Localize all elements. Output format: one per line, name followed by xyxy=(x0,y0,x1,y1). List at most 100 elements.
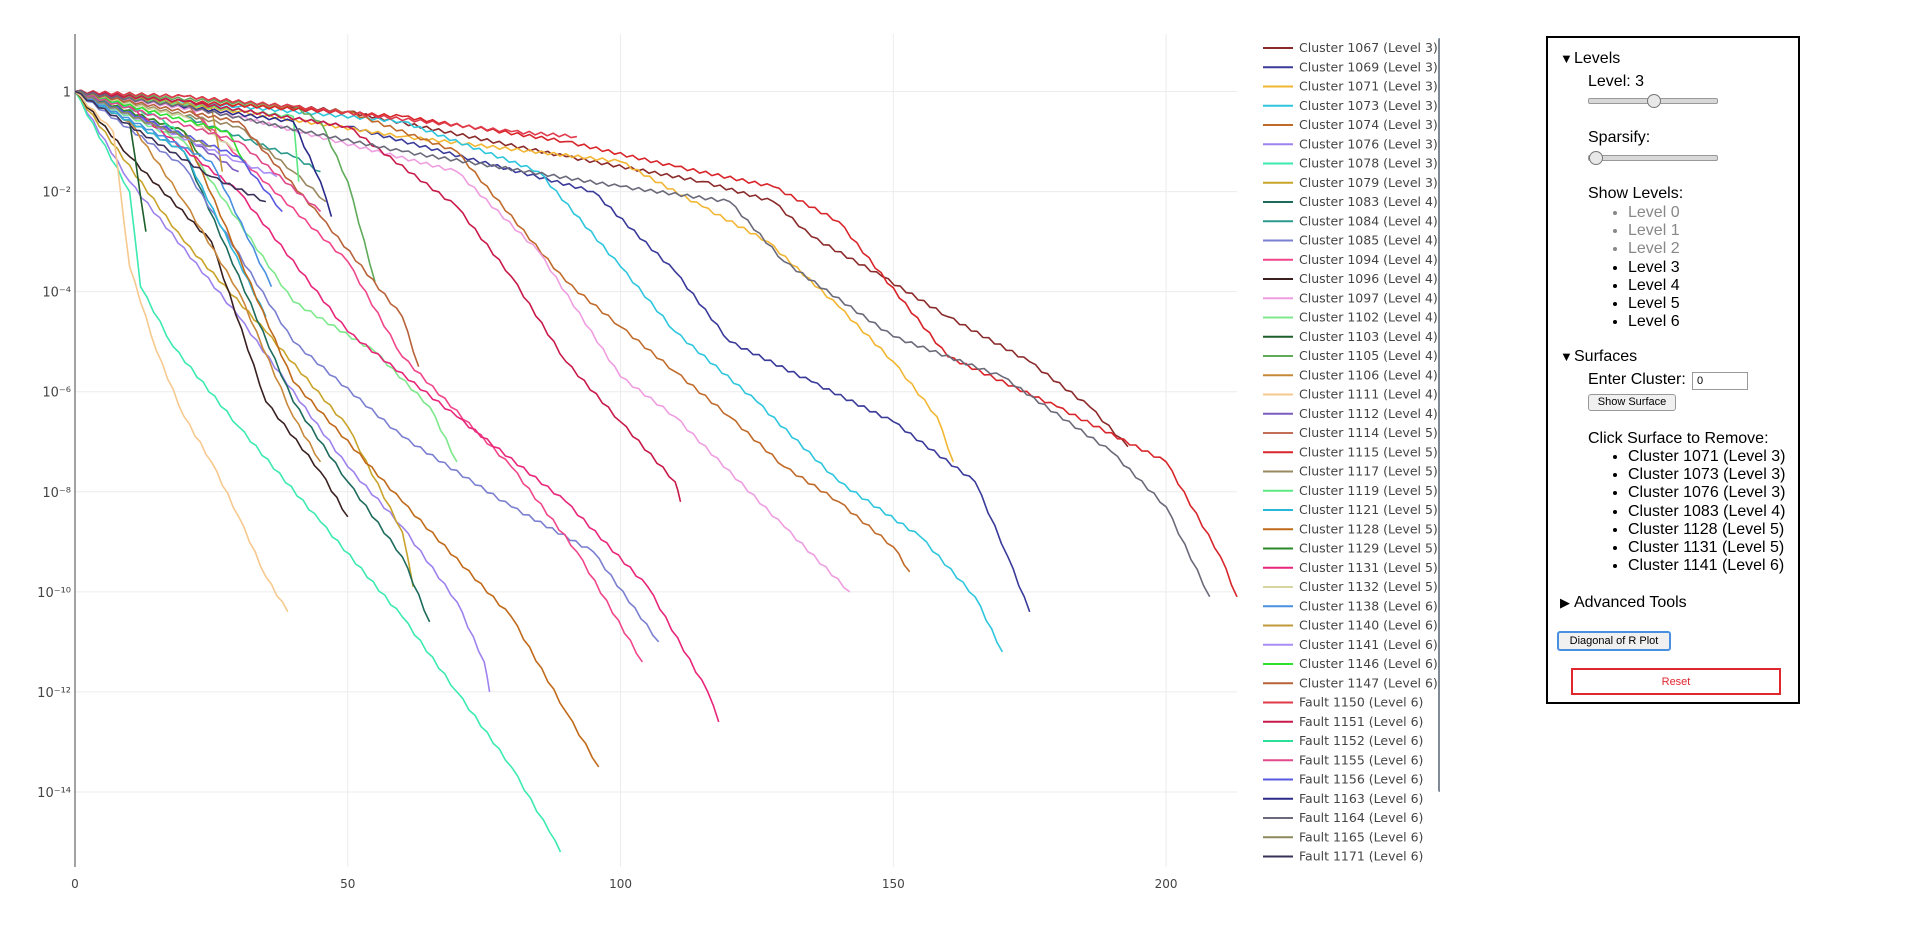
series-line[interactable] xyxy=(74,90,322,213)
sparsify-slider-handle[interactable] xyxy=(1589,151,1603,165)
show-level-item[interactable]: Level 2 xyxy=(1628,240,1680,258)
legend-item[interactable]: Fault 1164 (Level 6) xyxy=(1299,810,1423,825)
legend-item[interactable]: Cluster 1071 (Level 3) xyxy=(1299,79,1438,94)
legend-item[interactable]: Cluster 1067 (Level 3) xyxy=(1299,40,1438,55)
legend-item[interactable]: Cluster 1105 (Level 4) xyxy=(1299,348,1438,363)
legend-item[interactable]: Cluster 1078 (Level 3) xyxy=(1299,156,1438,171)
surface-remove-item[interactable]: Cluster 1076 (Level 3) xyxy=(1628,484,1785,502)
legend-item[interactable]: Cluster 1069 (Level 3) xyxy=(1299,59,1438,74)
legend-scrollbar[interactable] xyxy=(1438,38,1440,792)
legend-item[interactable]: Cluster 1076 (Level 3) xyxy=(1299,136,1438,151)
legend-item[interactable]: Fault 1171 (Level 6) xyxy=(1299,849,1423,864)
chart-area[interactable]: 0 50 100 150 200 1 10⁻² 10⁻⁴ 10⁻⁶ 10⁻⁸ 10⁻¹⁰ 10⁻¹² 1… xyxy=(0,0,1440,932)
diagonal-r-plot-button[interactable]: Diagonal of R Plot xyxy=(1557,631,1671,651)
legend-item[interactable]: Cluster 1119 (Level 5) xyxy=(1299,483,1438,498)
surface-remove-item[interactable]: Cluster 1073 (Level 3) xyxy=(1628,466,1785,484)
legend-item[interactable]: Cluster 1131 (Level 5) xyxy=(1299,560,1438,575)
series-line[interactable] xyxy=(74,89,682,502)
series-line[interactable] xyxy=(74,90,212,148)
level-slider[interactable] xyxy=(1588,94,1718,108)
y-tick-label: 10⁻¹² xyxy=(37,686,71,701)
level-slider-handle[interactable] xyxy=(1647,94,1661,108)
series-line[interactable] xyxy=(74,90,349,518)
legend-item[interactable]: Cluster 1111 (Level 4) xyxy=(1299,387,1438,402)
series-line[interactable] xyxy=(74,90,458,463)
legend-item[interactable]: Cluster 1117 (Level 5) xyxy=(1299,464,1438,479)
legend-item[interactable]: Cluster 1140 (Level 6) xyxy=(1299,618,1438,633)
legend-item[interactable]: Cluster 1141 (Level 6) xyxy=(1299,637,1438,652)
legend-item[interactable]: Cluster 1074 (Level 3) xyxy=(1299,117,1438,132)
series-line[interactable] xyxy=(74,90,273,288)
advanced-tools-toggle[interactable]: ▶ Advanced Tools xyxy=(1560,594,1687,612)
series-line[interactable] xyxy=(74,91,562,853)
series-line[interactable] xyxy=(74,90,322,463)
series-line[interactable] xyxy=(74,90,267,203)
decay-line-chart[interactable]: 0 50 100 150 200 1 10⁻² 10⁻⁴ 10⁻⁶ 10⁻⁸ 10⁻¹⁰ 10⁻¹² 1… xyxy=(0,0,1440,932)
legend-item[interactable]: Cluster 1129 (Level 5) xyxy=(1299,541,1438,556)
collapse-arrow-icon: ▶ xyxy=(1560,595,1570,610)
series-line[interactable] xyxy=(74,89,1238,598)
legend-item[interactable]: Fault 1152 (Level 6) xyxy=(1299,733,1423,748)
series-line[interactable] xyxy=(74,89,376,282)
show-level-item[interactable]: Level 4 xyxy=(1628,277,1680,295)
series-line[interactable] xyxy=(74,90,1211,598)
levels-section-toggle[interactable]: ▼Levels xyxy=(1560,50,1620,68)
surface-remove-item[interactable]: Cluster 1141 (Level 6) xyxy=(1628,557,1785,575)
show-levels-label: Show Levels: xyxy=(1588,185,1684,202)
legend-item[interactable]: Cluster 1138 (Level 6) xyxy=(1299,598,1438,613)
legend-item[interactable]: Cluster 1073 (Level 3) xyxy=(1299,98,1438,113)
legend-item[interactable]: Cluster 1121 (Level 5) xyxy=(1299,502,1438,517)
legend-item[interactable]: Cluster 1115 (Level 5) xyxy=(1299,444,1438,459)
legend-item[interactable]: Cluster 1097 (Level 4) xyxy=(1299,290,1438,305)
show-surface-button[interactable]: Show Surface xyxy=(1588,394,1676,411)
legend-item[interactable]: Cluster 1085 (Level 4) xyxy=(1299,233,1438,248)
legend-item[interactable]: Cluster 1083 (Level 4) xyxy=(1299,194,1438,209)
series-line[interactable] xyxy=(74,89,1129,448)
legend-item[interactable]: Fault 1155 (Level 6) xyxy=(1299,752,1423,767)
legend-item[interactable]: Cluster 1106 (Level 4) xyxy=(1299,367,1438,382)
x-tick-label: 200 xyxy=(1155,877,1178,891)
legend-item[interactable]: Cluster 1114 (Level 5) xyxy=(1299,425,1438,440)
legend-item[interactable]: Cluster 1102 (Level 4) xyxy=(1299,310,1438,325)
show-level-item[interactable]: Level 3 xyxy=(1628,259,1680,277)
legend-item[interactable]: Cluster 1132 (Level 5) xyxy=(1299,579,1438,594)
show-level-item[interactable]: Level 1 xyxy=(1628,222,1680,240)
series-line[interactable] xyxy=(74,90,289,613)
legend-item[interactable]: Cluster 1079 (Level 3) xyxy=(1299,175,1438,190)
legend-item[interactable]: Cluster 1147 (Level 6) xyxy=(1299,675,1438,690)
show-level-item[interactable]: Level 6 xyxy=(1628,313,1680,331)
legend-item[interactable]: Cluster 1094 (Level 4) xyxy=(1299,252,1438,267)
sparsify-slider[interactable] xyxy=(1588,151,1718,165)
legend-item[interactable]: Cluster 1096 (Level 4) xyxy=(1299,271,1438,286)
legend-item[interactable]: Fault 1150 (Level 6) xyxy=(1299,695,1423,710)
legend-item[interactable]: Cluster 1084 (Level 4) xyxy=(1299,213,1438,228)
cluster-input[interactable]: 0 xyxy=(1692,372,1748,390)
series-line[interactable] xyxy=(74,90,414,587)
legend-item[interactable]: Fault 1151 (Level 6) xyxy=(1299,714,1423,729)
series-line[interactable] xyxy=(74,89,1004,653)
legend-item[interactable]: Cluster 1128 (Level 5) xyxy=(1299,521,1438,536)
legend-item[interactable]: Cluster 1103 (Level 4) xyxy=(1299,329,1438,344)
surface-remove-list: Cluster 1071 (Level 3)Cluster 1073 (Leve… xyxy=(1610,448,1785,575)
legend-item[interactable]: Fault 1156 (Level 6) xyxy=(1299,772,1423,787)
sparsify-label: Sparsify: xyxy=(1588,129,1651,146)
legend-item[interactable]: Cluster 1146 (Level 6) xyxy=(1299,656,1438,671)
series-line[interactable] xyxy=(74,89,1031,613)
surface-remove-item[interactable]: Cluster 1131 (Level 5) xyxy=(1628,539,1785,557)
surface-remove-item[interactable]: Cluster 1083 (Level 4) xyxy=(1628,503,1785,521)
show-level-item[interactable]: Level 0 xyxy=(1628,204,1680,222)
y-tick-label: 10⁻⁶ xyxy=(42,386,71,401)
legend-item[interactable]: Cluster 1112 (Level 4) xyxy=(1299,406,1438,421)
reset-button[interactable]: Reset xyxy=(1571,668,1781,695)
series-line[interactable] xyxy=(74,89,578,139)
show-level-item[interactable]: Level 5 xyxy=(1628,295,1680,313)
series-line[interactable] xyxy=(74,90,420,367)
series-line[interactable] xyxy=(74,90,600,768)
surface-remove-item[interactable]: Cluster 1071 (Level 3) xyxy=(1628,448,1785,466)
surfaces-section-toggle[interactable]: ▼Surfaces xyxy=(1560,348,1637,366)
legend-item[interactable]: Fault 1165 (Level 6) xyxy=(1299,829,1423,844)
surface-remove-item[interactable]: Cluster 1128 (Level 5) xyxy=(1628,521,1785,539)
legend-item[interactable]: Fault 1163 (Level 6) xyxy=(1299,791,1423,806)
series-line[interactable] xyxy=(74,90,283,213)
expand-arrow-icon: ▼ xyxy=(1560,51,1573,66)
